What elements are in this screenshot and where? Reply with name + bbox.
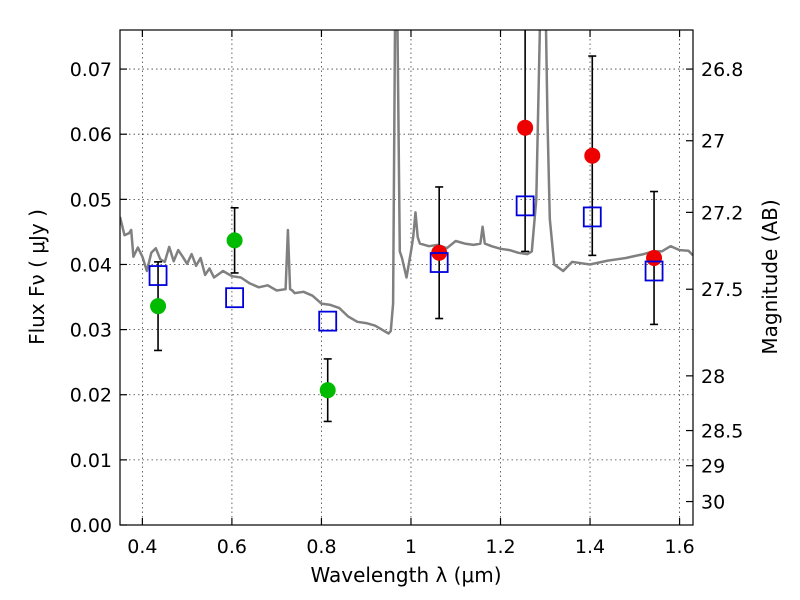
plot-frame [119,29,694,526]
y-tick-label: 0.03 [70,320,112,342]
x-tick-label: 0.8 [306,536,336,558]
right-tick-label: 28.5 [701,421,743,443]
red-data-point [646,249,663,266]
right-tick-label: 29 [701,456,725,478]
y-tick-label: 0.06 [70,124,112,146]
y-tick-label: 0.02 [70,385,112,407]
x-tick-label: 1.4 [575,536,605,558]
model-spectrum-layer [120,30,693,335]
green-data-point [319,382,336,399]
right-tick-label: 30 [701,492,725,514]
x-tick-label: 1.6 [664,536,694,558]
x-tick-label: 0.6 [217,536,247,558]
grid-lines [120,30,693,525]
right-axis-title: Magnitude (AB) [758,199,782,354]
x-tick-label: 1 [405,536,417,558]
y-axis-title: Flux Fν ( μJy ) [25,209,49,345]
y-tick-label: 0.05 [70,189,112,211]
model-flux-square [429,252,449,273]
model-flux-square [148,265,168,286]
right-tick-label: 27 [701,131,725,153]
green-data-point [150,298,167,315]
model-spectrum-line [120,30,693,335]
data-markers-layer [148,119,664,399]
model-flux-square [644,260,664,282]
green-data-point [226,232,243,249]
red-data-point [517,119,534,136]
x-axis-title: Wavelength λ (μm) [310,563,501,587]
model-flux-square [515,195,535,217]
right-tick-label: 26.8 [701,59,743,81]
x-tick-label: 1.2 [485,536,515,558]
model-flux-square [582,206,602,228]
model-flux-square [318,310,338,332]
error-bars-layer [154,30,659,423]
right-tick-label: 28 [701,366,725,388]
y-tick-label: 0.04 [70,254,112,276]
axis-ticks [120,30,693,526]
red-data-point [584,147,601,164]
y-tick-label: 0.00 [70,515,112,537]
right-tick-label: 27.5 [701,279,743,301]
x-tick-label: 0.4 [127,536,157,558]
tick-labels: 0.4 0.6 0.8 1 1.2 1.4 1.6 0.00 0.01 0.02 0.03 0.04 0… [70,59,744,558]
right-tick-label: 27.2 [701,202,743,224]
model-flux-square [225,287,245,309]
y-tick-label: 0.01 [70,450,112,472]
y-tick-label: 0.07 [70,59,112,81]
